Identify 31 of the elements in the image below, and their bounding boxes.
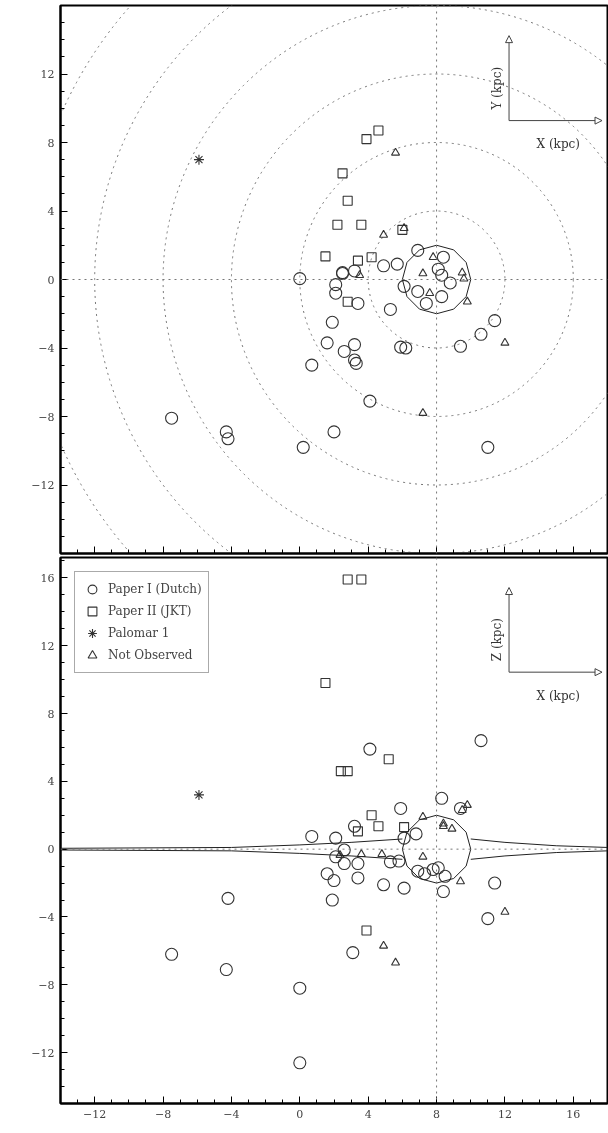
y-tick-label: 8 <box>47 707 55 721</box>
y-tick-label: 8 <box>47 136 55 150</box>
annotation: X (kpc) <box>536 137 580 152</box>
legend-label: Paper I (Dutch) <box>108 581 202 598</box>
x-tick-label: 8 <box>433 1107 441 1121</box>
x-tick-label: 16 <box>566 1107 581 1121</box>
y-tick-label: 0 <box>47 273 55 287</box>
y-tick-label: 12 <box>40 68 55 81</box>
annotation: X (kpc) <box>536 688 580 703</box>
y-tick-label: 12 <box>40 639 55 653</box>
legend-label: Paper II (JKT) <box>108 603 192 620</box>
x-tick-label: −4 <box>223 1107 240 1121</box>
x-tick-label: 0 <box>296 1107 304 1121</box>
legend-label: Not Observed <box>108 647 193 664</box>
y-tick-label: −8 <box>38 978 55 992</box>
y-tick-label: −12 <box>31 479 55 492</box>
annotation: Y (kpc) <box>489 66 504 111</box>
x-tick-label: 4 <box>364 1107 372 1121</box>
x-tick-label: −12 <box>83 1107 107 1121</box>
legend-label: Palomar 1 <box>108 625 170 642</box>
y-tick-label: 0 <box>47 843 55 857</box>
y-tick-label: −4 <box>38 910 55 924</box>
y-tick-label: −8 <box>38 410 55 424</box>
annotation: Z (kpc) <box>489 618 504 662</box>
y-tick-label: 4 <box>47 205 55 218</box>
x-tick-label: 12 <box>497 1107 512 1121</box>
y-tick-label: 16 <box>40 571 55 585</box>
y-tick-label: 4 <box>47 775 55 789</box>
y-tick-label: −4 <box>38 342 55 355</box>
x-tick-label: −8 <box>154 1107 172 1121</box>
y-tick-label: −12 <box>31 1046 55 1060</box>
